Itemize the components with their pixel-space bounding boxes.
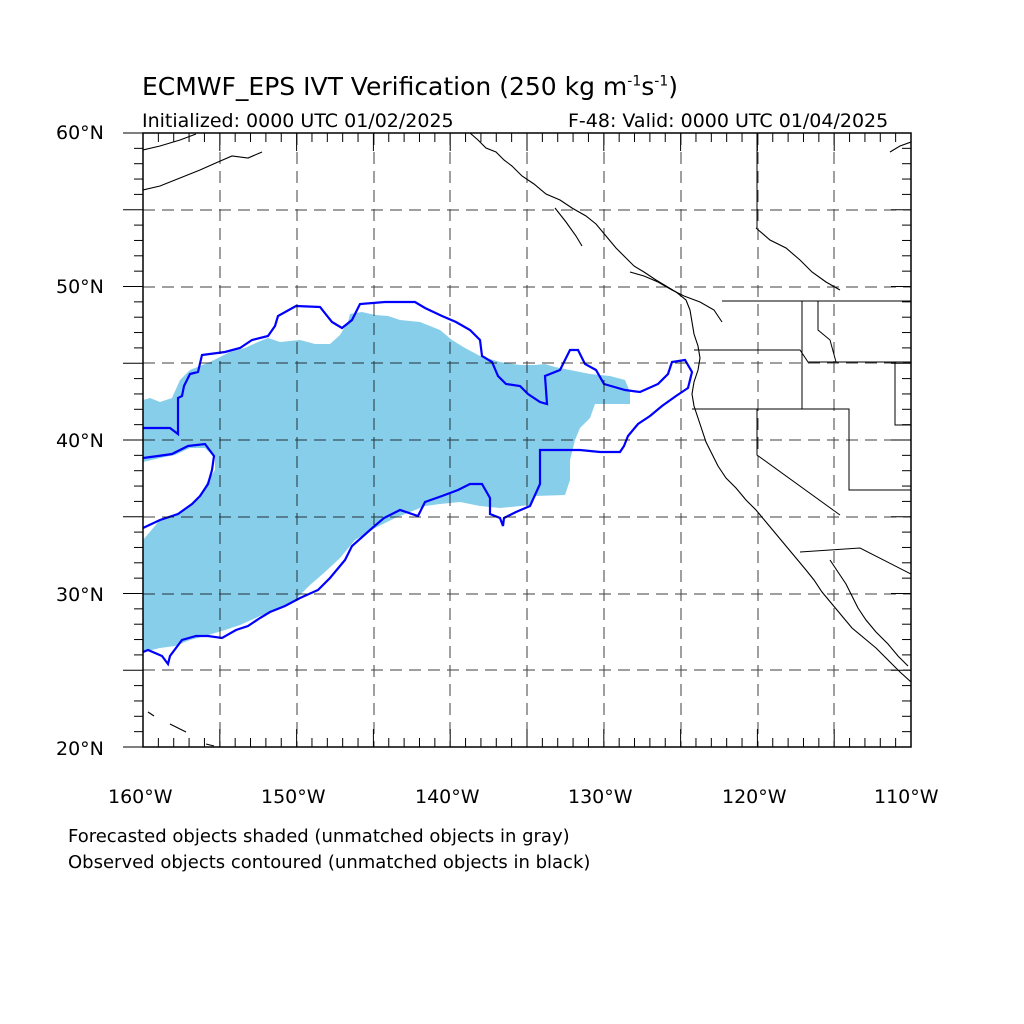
lon-label-150w: 150°W xyxy=(261,786,326,808)
lat-label-60n: 60°N xyxy=(56,122,104,144)
coastline xyxy=(143,133,911,747)
grid-lines xyxy=(143,133,911,747)
caption-observed: Observed objects contoured (unmatched ob… xyxy=(68,852,591,873)
map-title: ECMWF_EPS IVT Verification (250 kg m-1s-… xyxy=(142,72,679,101)
valid-time: F-48: Valid: 0000 UTC 01/04/2025 xyxy=(568,110,889,132)
forecast-ivt-object xyxy=(143,312,630,652)
lon-label-160w: 160°W xyxy=(108,786,173,808)
caption-forecast: Forecasted objects shaded (unmatched obj… xyxy=(68,826,570,847)
observed-ivt-contour xyxy=(143,300,694,667)
political-borders xyxy=(692,133,911,575)
lon-label-140w: 140°W xyxy=(415,786,480,808)
lat-label-20n: 20°N xyxy=(56,738,104,760)
lat-label-30n: 30°N xyxy=(56,584,104,606)
lat-label-40n: 40°N xyxy=(56,430,104,452)
lon-label-110w: 110°W xyxy=(874,786,939,808)
lon-label-120w: 120°W xyxy=(722,786,787,808)
axis-ticks xyxy=(123,132,912,748)
lon-label-130w: 130°W xyxy=(568,786,633,808)
lat-label-50n: 50°N xyxy=(56,276,104,298)
initialized-time: Initialized: 0000 UTC 01/02/2025 xyxy=(142,110,454,132)
observed-ivt-contour-inner xyxy=(143,442,216,529)
